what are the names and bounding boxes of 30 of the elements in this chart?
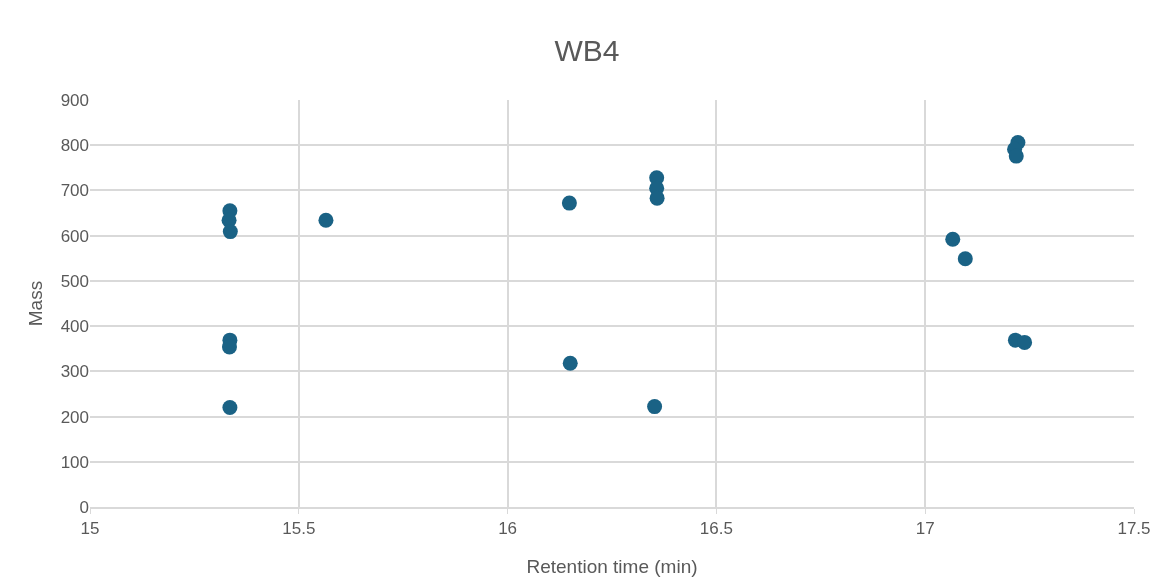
x-tick-label: 15.5 bbox=[282, 519, 316, 539]
point bbox=[318, 212, 334, 228]
y-tick-label: 300 bbox=[60, 362, 89, 382]
y-tick-label: 900 bbox=[60, 90, 89, 110]
chart-title: WB4 bbox=[554, 34, 620, 68]
y-axis-title: Mass bbox=[25, 280, 46, 327]
y-tick-label: 600 bbox=[60, 226, 89, 246]
point bbox=[1008, 148, 1024, 164]
y-tick-label: 500 bbox=[60, 271, 89, 291]
x-tick-label: 16 bbox=[498, 519, 518, 539]
y-tick-label: 700 bbox=[60, 181, 89, 201]
y-tick-label: 200 bbox=[60, 407, 89, 427]
y-tick-label: 400 bbox=[60, 317, 89, 337]
point bbox=[222, 400, 238, 415]
point bbox=[561, 195, 577, 211]
y-tick-label: 0 bbox=[79, 497, 89, 517]
point bbox=[222, 224, 238, 240]
point bbox=[647, 399, 663, 415]
point bbox=[1017, 334, 1033, 350]
x-tick-label: 15 bbox=[80, 519, 100, 539]
point bbox=[562, 355, 578, 371]
x-tick-label: 17 bbox=[915, 519, 935, 539]
y-tick-label: 800 bbox=[60, 136, 89, 156]
x-tick-label: 17.5 bbox=[1117, 519, 1151, 539]
point bbox=[957, 251, 973, 267]
point bbox=[649, 190, 665, 206]
point bbox=[945, 231, 961, 247]
x-tick-label: 16.5 bbox=[699, 519, 733, 539]
y-tick-label: 100 bbox=[60, 452, 89, 472]
x-axis-title: Retention time (min) bbox=[526, 556, 698, 577]
